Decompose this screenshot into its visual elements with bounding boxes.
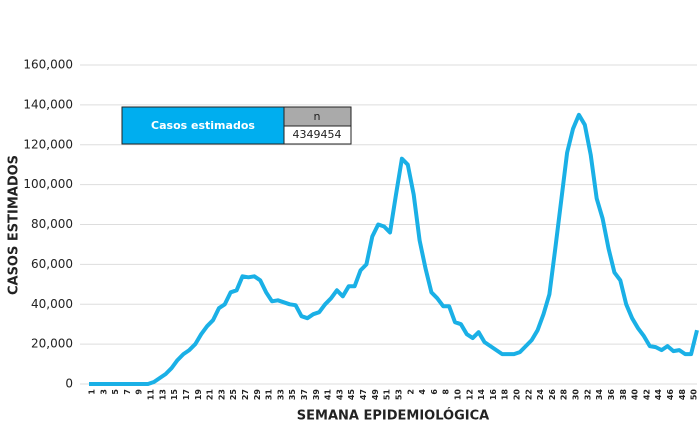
x-tick-label: 50 [690, 389, 699, 401]
x-tick-label: 47 [359, 389, 368, 400]
x-tick-label: 28 [560, 389, 569, 401]
x-tick-label: 39 [312, 389, 321, 401]
y-tick-label: 80,000 [31, 217, 73, 231]
x-tick-label: 7 [123, 389, 132, 395]
x-tick-label: 40 [631, 389, 640, 401]
x-tick-label: 5 [111, 389, 120, 395]
x-tick-label: 37 [300, 389, 309, 400]
x-tick-label: 27 [241, 389, 250, 400]
x-tick-label: 12 [465, 389, 474, 400]
x-tick-label: 6 [430, 389, 439, 395]
x-tick-label: 8 [442, 389, 451, 395]
x-tick-label: 11 [147, 389, 156, 401]
x-tick-label: 34 [595, 389, 604, 401]
x-tick-label: 3 [99, 389, 108, 395]
x-tick-label: 31 [265, 389, 274, 401]
x-tick-label: 14 [477, 389, 486, 401]
data-line [89, 112, 699, 386]
y-tick-label: 20,000 [31, 337, 73, 351]
x-tick-label: 25 [229, 389, 238, 401]
y-axis-title: CASOS ESTIMADOS [7, 155, 22, 295]
x-tick-label: 41 [324, 389, 333, 401]
legend-table: Casos estimados n 4349454 [121, 106, 352, 145]
x-axis-title: SEMANA EPIDEMIOLÓGICA [297, 408, 489, 424]
x-tick-label: 33 [276, 389, 285, 400]
x-tick-label: 19 [194, 389, 203, 401]
legend-label: Casos estimados [151, 119, 255, 132]
x-tick-label: 17 [182, 389, 191, 400]
legend-value-cell [283, 125, 352, 145]
y-tick-label: 0 [65, 377, 73, 391]
y-tick-label: 60,000 [31, 257, 73, 271]
x-tick-label: 15 [170, 389, 179, 401]
x-tick-label: 44 [654, 389, 663, 401]
x-tick-label: 38 [619, 389, 628, 401]
y-tick-label: 120,000 [23, 137, 73, 151]
x-tick-label: 46 [666, 389, 675, 401]
x-tick-label: 20 [513, 389, 522, 401]
x-tick-label: 9 [135, 389, 144, 395]
y-tick-label: 140,000 [23, 97, 73, 111]
y-tick-label: 100,000 [23, 177, 73, 191]
x-tick-label: 26 [548, 389, 557, 401]
x-tick-label: 13 [158, 389, 167, 400]
x-tick-label: 29 [253, 389, 262, 401]
x-tick-label: 32 [583, 389, 592, 400]
x-tick-label: 4 [418, 389, 427, 395]
x-tick-label: 10 [453, 389, 462, 401]
x-tick-label: 35 [288, 389, 297, 401]
x-tick-label: 45 [347, 389, 356, 401]
x-tick-label: 2 [406, 389, 415, 395]
legend-header: n [314, 110, 321, 123]
x-tick-label: 51 [383, 389, 392, 401]
x-tick-label: 36 [607, 389, 616, 401]
x-tick-label: 30 [572, 389, 581, 401]
x-tick-label: 48 [678, 389, 687, 401]
x-tick-label: 18 [501, 389, 510, 401]
x-tick-label: 23 [217, 389, 226, 400]
x-tick-label: 43 [335, 389, 344, 400]
y-tick-label: 40,000 [31, 297, 73, 311]
legend-value: 4349454 [293, 128, 342, 141]
x-tick-label: 22 [524, 389, 533, 400]
x-tick-label: 49 [371, 389, 380, 401]
x-tick-label: 24 [536, 389, 545, 401]
x-tick-label: 21 [206, 389, 215, 401]
x-tick-label: 42 [642, 389, 651, 400]
x-tick-label: 1 [88, 389, 97, 395]
x-tick-label: 53 [394, 389, 403, 400]
y-tick-label: 160,000 [23, 58, 73, 72]
x-tick-label: 16 [489, 389, 498, 401]
